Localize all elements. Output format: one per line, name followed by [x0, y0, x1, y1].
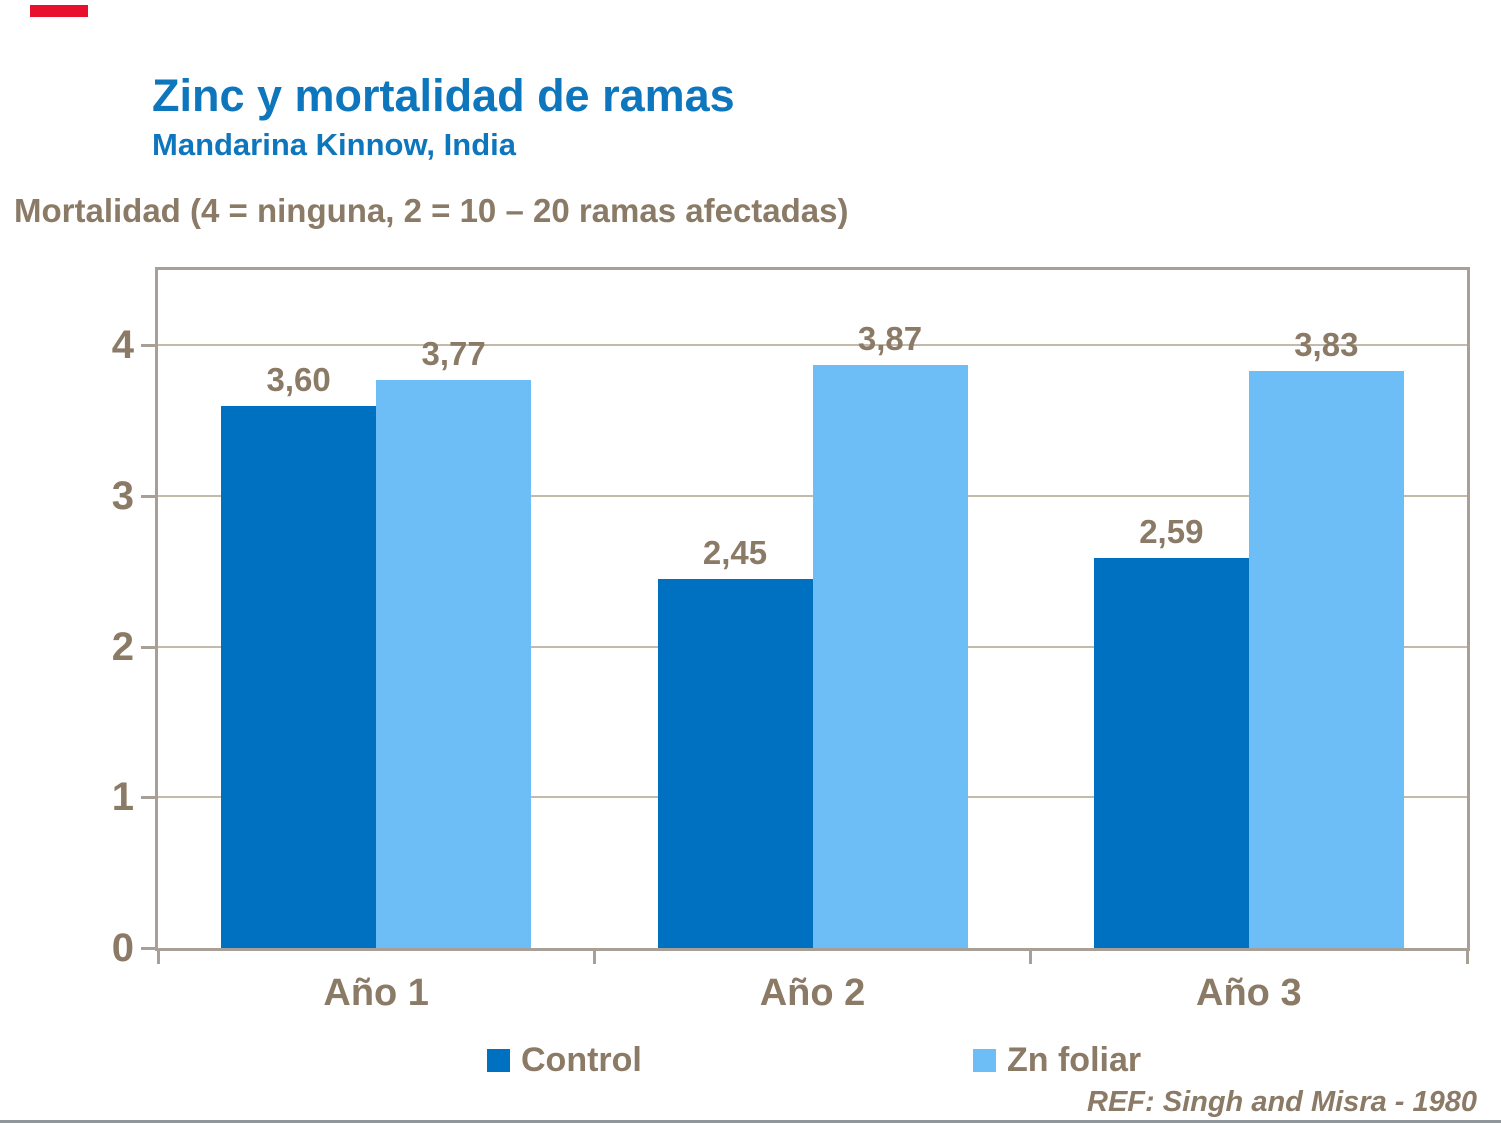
- x-category-label-2: Año 2: [759, 972, 866, 1014]
- x-axis-tick: [156, 951, 160, 964]
- y-axis-tick: [141, 645, 155, 649]
- legend-swatch-icon: [487, 1049, 510, 1072]
- gridline-y-4: [158, 344, 1467, 347]
- y-tick-label-1: 1: [111, 775, 134, 820]
- y-axis-tick: [141, 495, 155, 498]
- legend-label: Zn foliar: [1007, 1041, 1142, 1079]
- bar-value-label: 3,87: [857, 319, 923, 357]
- x-category-label-3: Año 3: [1196, 972, 1302, 1014]
- y-axis-tick: [141, 344, 155, 348]
- legend-label: Control: [521, 1041, 642, 1079]
- legend-swatch-icon: [973, 1049, 996, 1072]
- y-axis-title: Mortalidad (4 = ninguna, 2 = 10 – 20 ram…: [14, 192, 849, 229]
- y-tick-label-4: 4: [111, 323, 134, 368]
- bar-control-3: [1093, 557, 1249, 948]
- red-accent-mark: [30, 5, 88, 17]
- bar-value-label: 2,59: [1139, 512, 1204, 550]
- bar-value-label: 3,83: [1294, 325, 1359, 363]
- bar-control-1: [221, 405, 377, 948]
- legend-item-zn-foliar: Zn foliar: [973, 1041, 1141, 1080]
- y-tick-label-2: 2: [111, 624, 134, 669]
- x-category-label-1: Año 1: [323, 972, 429, 1014]
- bar-zn-foliar-2: [812, 364, 968, 948]
- x-axis-tick: [1465, 951, 1469, 964]
- plot-area: 3,60 3,77 2,45 3,87 2,59 3,83: [155, 267, 1470, 951]
- y-tick-label-3: 3: [111, 474, 134, 518]
- x-axis-tick: [1029, 951, 1033, 964]
- chart-subtitle: Mandarina Kinnow, India: [152, 127, 516, 162]
- bar-control-2: [657, 578, 813, 948]
- bar-zn-foliar-1: [376, 380, 532, 948]
- y-axis-tick: [141, 947, 155, 950]
- legend-item-control: Control: [487, 1041, 642, 1080]
- bar-zn-foliar-3: [1248, 370, 1404, 948]
- y-tick-label-0: 0: [111, 926, 134, 970]
- bar-value-label: 3,77: [421, 334, 486, 372]
- y-axis-tick: [141, 796, 155, 800]
- bar-value-label: 3,60: [266, 360, 331, 398]
- bottom-divider-line: [0, 1120, 1501, 1123]
- reference-text: REF: Singh and Misra - 1980: [1087, 1086, 1477, 1118]
- chart-title: Zinc y mortalidad de ramas: [152, 70, 735, 121]
- x-axis-tick: [592, 951, 596, 964]
- bar-value-label: 2,45: [702, 533, 768, 571]
